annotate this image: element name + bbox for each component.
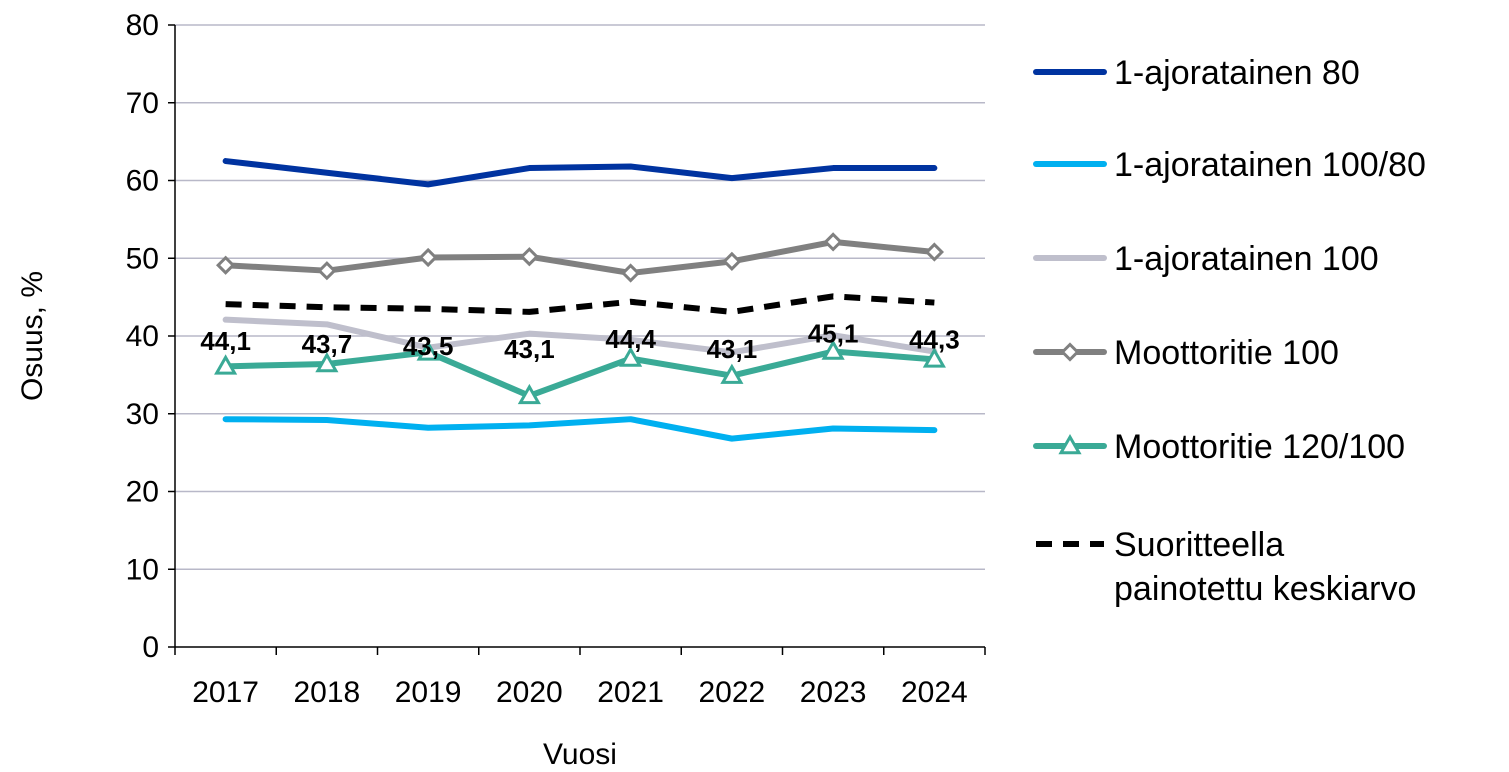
series-line bbox=[222, 348, 938, 399]
y-tick-label: 80 bbox=[126, 9, 159, 42]
triangle-marker bbox=[821, 339, 845, 360]
gridlines bbox=[175, 24, 985, 570]
legend-item: 1-ajoratainen 80 bbox=[1033, 54, 1360, 92]
legend-item: 1-ajoratainen 100 bbox=[1033, 240, 1379, 278]
legend-label: 1-ajoratainen 80 bbox=[1114, 54, 1360, 92]
triangle-marker bbox=[315, 351, 339, 373]
y-tick-label: 20 bbox=[126, 476, 159, 509]
series-line bbox=[225, 293, 935, 315]
data-label: 44,1 bbox=[200, 326, 251, 356]
series-line bbox=[222, 316, 938, 356]
x-axis-ticks: 2017 2018 2019 2020 2021 2022 2023 2024 bbox=[192, 676, 968, 709]
y-tick-label: 40 bbox=[126, 320, 159, 353]
legend-label: 1-ajoratainen 100 bbox=[1114, 240, 1379, 278]
x-tick-label: 2023 bbox=[800, 676, 867, 709]
diamond-marker bbox=[317, 261, 337, 281]
data-label: 43,7 bbox=[302, 329, 353, 359]
triangle-marker bbox=[1058, 433, 1082, 455]
y-tick-label: 70 bbox=[126, 87, 159, 120]
diamond-marker bbox=[418, 247, 438, 268]
legend-label: painotettu keskiarvo bbox=[1114, 570, 1416, 608]
y-tick-label: 60 bbox=[126, 165, 159, 198]
x-tick-label: 2017 bbox=[192, 676, 259, 709]
legend-item: Moottoritie 100 bbox=[1033, 334, 1339, 372]
y-tick-label: 50 bbox=[126, 242, 159, 275]
data-label: 43,1 bbox=[707, 334, 758, 364]
x-tick-label: 2019 bbox=[395, 676, 462, 709]
diamond-marker bbox=[216, 255, 236, 275]
legend-label: Moottoritie 120/100 bbox=[1114, 428, 1405, 466]
series-line bbox=[222, 158, 938, 188]
legend-label: Suoritteella bbox=[1114, 526, 1284, 564]
legend-item: Moottoritie 120/100 bbox=[1033, 428, 1405, 466]
x-tick-label: 2021 bbox=[597, 676, 664, 709]
diamond-marker bbox=[1060, 342, 1080, 362]
data-label: 43,5 bbox=[403, 331, 454, 361]
triangle-marker bbox=[619, 346, 643, 367]
series-1-ajoratainen-100-80 bbox=[222, 416, 938, 442]
data-label: 44,3 bbox=[909, 325, 960, 355]
y-tick-label: 10 bbox=[126, 553, 159, 586]
y-tick-label: 0 bbox=[142, 631, 159, 664]
diamond-marker bbox=[924, 242, 944, 262]
legend-label: Moottoritie 100 bbox=[1114, 334, 1339, 372]
axes bbox=[168, 24, 986, 655]
triangle-marker bbox=[214, 354, 238, 375]
triangle-marker bbox=[922, 347, 946, 368]
y-axis-title: Osuus, % bbox=[16, 271, 49, 401]
x-tick-label: 2018 bbox=[294, 676, 361, 709]
series-line bbox=[222, 416, 938, 442]
data-label: 44,4 bbox=[605, 324, 656, 354]
diamond-marker bbox=[519, 247, 539, 267]
y-tick-label: 30 bbox=[126, 398, 159, 431]
diamond-marker bbox=[722, 251, 742, 271]
x-axis-title: Vuosi bbox=[543, 738, 617, 771]
data-label: 43,1 bbox=[504, 334, 555, 364]
triangle-marker bbox=[416, 340, 440, 361]
series-1-ajoratainen-100 bbox=[222, 316, 938, 356]
data-labels: 44,1 43,7 43,5 43,1 44,4 43,1 45,1 44,3 bbox=[200, 318, 959, 364]
legend-item: Suoritteella painotettu keskiarvo bbox=[1036, 526, 1416, 608]
series-lines bbox=[214, 158, 946, 442]
diamond-marker bbox=[621, 263, 641, 283]
x-tick-label: 2020 bbox=[496, 676, 563, 709]
x-tick-label: 2022 bbox=[699, 676, 766, 709]
diamond-marker bbox=[823, 232, 843, 252]
legend-item: 1-ajoratainen 100/80 bbox=[1033, 146, 1426, 184]
triangle-marker bbox=[720, 363, 744, 384]
legend: 1-ajoratainen 80 1-ajoratainen 100/80 1-aj… bbox=[1033, 54, 1426, 608]
series-line bbox=[222, 238, 938, 277]
series-suoritteella-painotettu-keskiarvo bbox=[225, 293, 935, 315]
series-moottoritie-120-100 bbox=[214, 339, 946, 405]
data-label: 45,1 bbox=[808, 318, 859, 348]
series-1-ajoratainen-80 bbox=[222, 158, 938, 188]
legend-label: 1-ajoratainen 100/80 bbox=[1114, 146, 1426, 184]
y-axis-ticks: 0 10 20 30 40 50 60 70 80 bbox=[126, 9, 159, 664]
x-tick-label: 2024 bbox=[901, 676, 968, 709]
series-moottoritie-100 bbox=[216, 232, 944, 283]
triangle-marker bbox=[517, 383, 541, 405]
